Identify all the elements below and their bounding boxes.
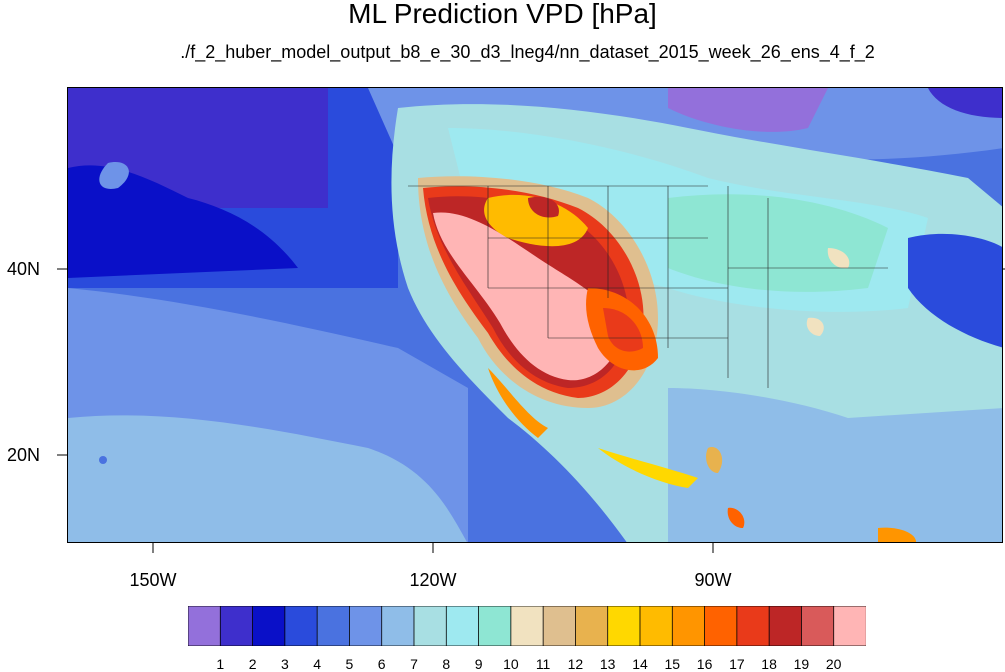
colorbar-level-label: 18 xyxy=(761,656,777,672)
colorbar-swatch xyxy=(188,606,221,646)
colorbar-level-label: 19 xyxy=(793,656,810,672)
colorbar xyxy=(188,606,866,646)
lat-label-40n: 40N xyxy=(6,259,40,279)
plot-subtitle: ./f_2_huber_model_output_b8_e_30_d3_lneg… xyxy=(180,42,875,62)
colorbar-level-label: 9 xyxy=(474,656,483,672)
colorbar-swatch xyxy=(671,606,706,646)
colorbar-level-label: 2 xyxy=(248,656,257,672)
colorbar-swatch xyxy=(252,606,286,646)
colorbar-level-label: 12 xyxy=(567,656,584,672)
colorbar-swatch xyxy=(381,606,415,646)
colorbar-level-label: 10 xyxy=(503,656,519,672)
colorbar-swatch xyxy=(768,606,803,646)
vpd-field xyxy=(68,88,1002,542)
colorbar-swatch xyxy=(510,606,544,646)
colorbar-level-label: 5 xyxy=(345,656,354,672)
lat-label-20n: 20N xyxy=(6,445,40,465)
colorbar-level-label: 16 xyxy=(696,656,713,672)
colorbar-swatch xyxy=(316,606,351,646)
colorbar-swatch xyxy=(801,606,835,646)
colorbar-swatch xyxy=(284,606,318,646)
colorbar-level-label: 1 xyxy=(216,656,225,672)
colorbar-level-label: 6 xyxy=(377,656,386,672)
colorbar-swatch xyxy=(413,606,447,646)
colorbar-swatch xyxy=(833,606,866,646)
colorbar-level-label: 4 xyxy=(313,656,321,672)
colorbar-level-label: 13 xyxy=(599,656,616,672)
colorbar-swatch xyxy=(542,606,577,646)
colorbar-swatch xyxy=(736,606,770,646)
colorbar-level-label: 17 xyxy=(729,656,745,672)
colorbar-swatch xyxy=(575,606,609,646)
vpd-map xyxy=(67,87,1003,543)
colorbar-level-label: 15 xyxy=(664,656,681,672)
colorbar-level-label: 20 xyxy=(825,656,842,672)
colorbar-level-label: 14 xyxy=(632,656,648,672)
colorbar-level-label: 7 xyxy=(410,656,418,672)
lon-label-120w: 120W xyxy=(409,570,457,590)
colorbar-swatch xyxy=(349,606,383,646)
colorbar-swatch xyxy=(639,606,673,646)
plot-title: ML Prediction VPD [hPa] xyxy=(348,0,657,29)
colorbar-swatch xyxy=(445,606,480,646)
lon-label-90w: 90W xyxy=(694,570,732,590)
colorbar-swatch xyxy=(219,606,254,646)
colorbar-level-label: 11 xyxy=(535,656,551,672)
colorbar-level-label: 8 xyxy=(442,656,451,672)
colorbar-swatch xyxy=(704,606,738,646)
colorbar-swatch xyxy=(607,606,641,646)
colorbar-swatch xyxy=(478,606,512,646)
colorbar-level-label: 3 xyxy=(280,656,289,672)
lon-label-150w: 150W xyxy=(129,570,177,590)
